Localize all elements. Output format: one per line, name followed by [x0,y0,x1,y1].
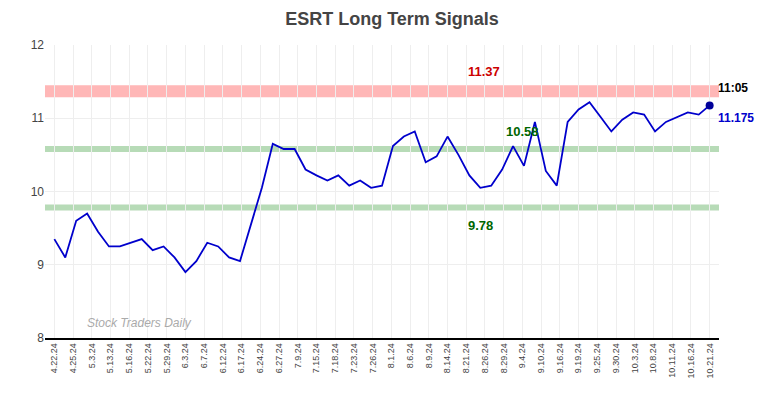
svg-text:9.78: 9.78 [468,218,493,233]
svg-text:11: 11 [32,111,45,125]
svg-text:7.9.24: 7.9.24 [293,343,303,368]
svg-text:10.58: 10.58 [506,124,539,139]
svg-text:10.21.24: 10.21.24 [705,343,715,378]
svg-text:11:05: 11:05 [718,81,748,95]
svg-text:9.30.24: 9.30.24 [611,343,621,373]
svg-text:9.19.24: 9.19.24 [574,343,584,373]
svg-text:9.25.24: 9.25.24 [592,343,602,373]
svg-text:10.11.24: 10.11.24 [667,343,677,377]
svg-text:7.23.24: 7.23.24 [349,343,359,373]
svg-text:7.15.24: 7.15.24 [311,343,321,373]
svg-text:4.22.24: 4.22.24 [49,343,59,373]
svg-text:12: 12 [31,38,45,52]
svg-text:8.1.24: 8.1.24 [386,343,396,368]
svg-text:10.3.24: 10.3.24 [630,343,640,373]
svg-text:9.16.24: 9.16.24 [555,343,565,373]
svg-text:8.9.24: 8.9.24 [424,343,434,368]
svg-text:5.13.24: 5.13.24 [105,343,115,373]
svg-text:6.27.24: 6.27.24 [274,343,284,373]
svg-text:10: 10 [31,185,45,199]
svg-text:5.3.24: 5.3.24 [87,343,97,368]
svg-text:8: 8 [37,331,44,345]
svg-text:5.16.24: 5.16.24 [124,343,134,373]
svg-text:6.3.24: 6.3.24 [180,343,190,368]
svg-text:8.26.24: 8.26.24 [480,343,490,373]
svg-text:4.25.24: 4.25.24 [68,343,78,373]
svg-text:8.21.24: 8.21.24 [461,343,471,373]
svg-text:11.37: 11.37 [468,64,500,79]
svg-text:10.16.24: 10.16.24 [686,343,696,378]
svg-text:6.7.24: 6.7.24 [199,343,209,368]
svg-text:8.29.24: 8.29.24 [499,343,509,373]
svg-text:6.24.24: 6.24.24 [255,343,265,373]
svg-text:ESRT Long Term Signals: ESRT Long Term Signals [285,9,499,29]
svg-text:6.12.24: 6.12.24 [218,343,228,373]
svg-text:11.175: 11.175 [718,111,754,125]
svg-text:9: 9 [37,258,44,272]
svg-text:8.6.24: 8.6.24 [405,343,415,368]
svg-text:10.8.24: 10.8.24 [648,343,658,373]
svg-text:9.4.24: 9.4.24 [517,343,527,368]
svg-text:7.26.24: 7.26.24 [368,343,378,373]
svg-text:9.10.24: 9.10.24 [536,343,546,373]
svg-text:Stock Traders Daily: Stock Traders Daily [87,316,192,330]
svg-text:5.29.24: 5.29.24 [162,343,172,373]
svg-text:8.14.24: 8.14.24 [442,343,452,373]
svg-text:7.18.24: 7.18.24 [330,343,340,373]
svg-text:5.22.24: 5.22.24 [143,343,153,373]
svg-text:6.17.24: 6.17.24 [237,343,247,373]
